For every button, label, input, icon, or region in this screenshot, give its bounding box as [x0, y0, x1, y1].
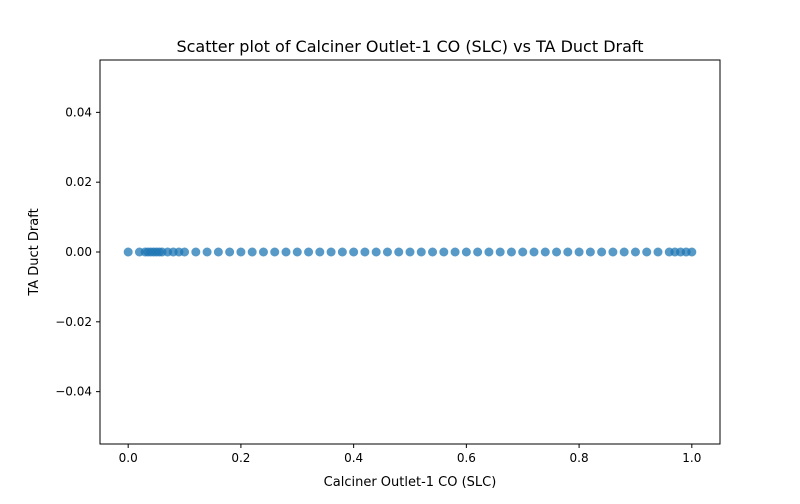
scatter-point: [619, 247, 629, 257]
points-layer: [123, 247, 697, 257]
y-tick-label: −0.02: [55, 315, 92, 329]
chart-title: Scatter plot of Calciner Outlet-1 CO (SL…: [176, 37, 643, 56]
x-tick-label: 0.0: [119, 451, 138, 465]
scatter-point: [687, 247, 697, 257]
x-tick-label: 0.2: [231, 451, 250, 465]
scatter-point: [360, 247, 370, 257]
scatter-point: [461, 247, 471, 257]
scatter-point: [653, 247, 663, 257]
scatter-point: [349, 247, 359, 257]
scatter-point: [382, 247, 392, 257]
scatter-point: [371, 247, 381, 257]
scatter-point: [213, 247, 223, 257]
y-tick-label: 0.02: [65, 175, 92, 189]
scatter-point: [270, 247, 280, 257]
scatter-point: [394, 247, 404, 257]
x-axis-label: Calciner Outlet-1 CO (SLC): [324, 475, 497, 490]
x-tick-label: 0.6: [457, 451, 476, 465]
scatter-point: [225, 247, 235, 257]
scatter-point: [405, 247, 415, 257]
scatter-point: [123, 247, 133, 257]
scatter-point: [191, 247, 201, 257]
scatter-point: [540, 247, 550, 257]
scatter-point: [180, 247, 190, 257]
scatter-point: [473, 247, 483, 257]
x-tick-label: 0.8: [570, 451, 589, 465]
x-axis-ticks: 0.0 0.2 0.4 0.6 0.8 1.0: [119, 444, 701, 465]
scatter-point: [247, 247, 257, 257]
x-tick-label: 1.0: [682, 451, 701, 465]
scatter-point: [326, 247, 336, 257]
x-tick-label: 0.4: [344, 451, 363, 465]
scatter-point: [236, 247, 246, 257]
scatter-point: [585, 247, 595, 257]
y-axis-label: TA Duct Draft: [27, 208, 42, 296]
scatter-point: [608, 247, 618, 257]
scatter-point: [506, 247, 516, 257]
scatter-point: [597, 247, 607, 257]
y-axis-ticks: −0.04 −0.02 0.00 0.02 0.04: [55, 105, 100, 399]
scatter-point: [630, 247, 640, 257]
scatter-point: [439, 247, 449, 257]
scatter-point: [281, 247, 291, 257]
scatter-point: [495, 247, 505, 257]
scatter-point: [202, 247, 212, 257]
scatter-point: [292, 247, 302, 257]
scatter-point: [518, 247, 528, 257]
scatter-point: [574, 247, 584, 257]
y-tick-label: 0.00: [65, 245, 92, 259]
scatter-point: [315, 247, 325, 257]
y-tick-label: −0.04: [55, 385, 92, 399]
scatter-point: [416, 247, 426, 257]
scatter-point: [484, 247, 494, 257]
scatter-point: [642, 247, 652, 257]
scatter-point: [529, 247, 539, 257]
scatter-point: [428, 247, 438, 257]
scatter-point: [563, 247, 573, 257]
scatter-point: [450, 247, 460, 257]
scatter-point: [304, 247, 314, 257]
y-tick-label: 0.04: [65, 105, 92, 119]
scatter-point: [258, 247, 268, 257]
scatter-point: [337, 247, 347, 257]
scatter-point: [552, 247, 562, 257]
